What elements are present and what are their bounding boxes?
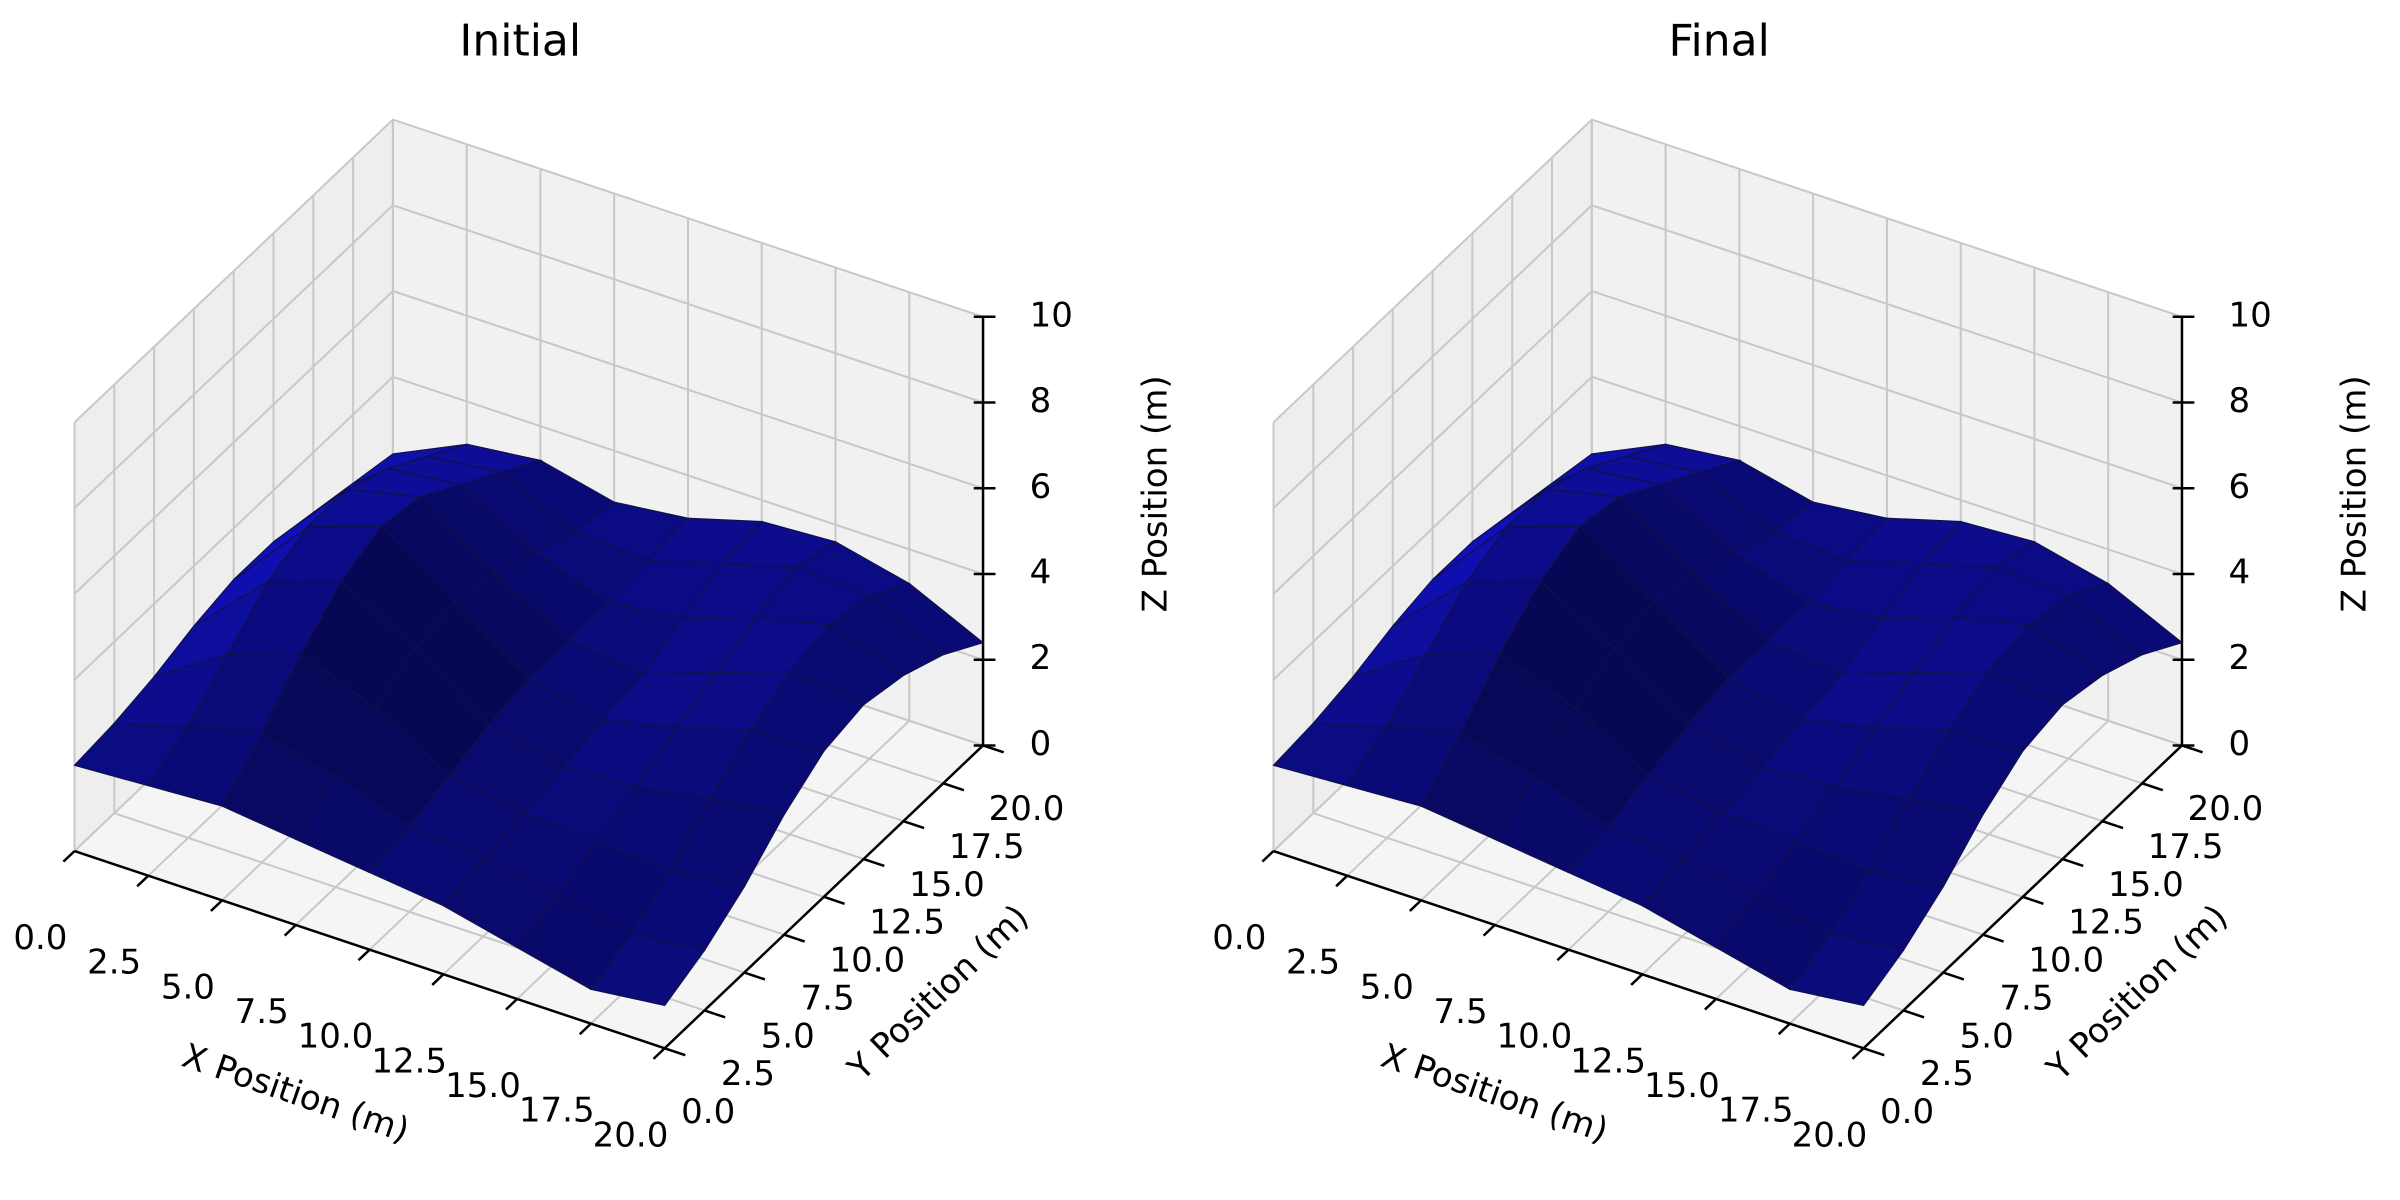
z-tick-label: 8	[2229, 381, 2251, 421]
y-tick	[664, 1047, 686, 1057]
y-tick-label: 2.5	[721, 1054, 775, 1094]
y-tick-label: 17.5	[949, 827, 1025, 867]
z-tick-label: 2	[1030, 638, 1052, 678]
z-axis-label: Z Position (m)	[1135, 375, 1175, 612]
z-tick-label: 2	[2229, 638, 2251, 678]
x-tick	[1482, 924, 1496, 937]
x-tick	[136, 874, 150, 888]
x-tick-label: 17.5	[1718, 1091, 1794, 1131]
chart-title: Initial	[459, 15, 581, 66]
x-tick	[1777, 1022, 1791, 1036]
z-tick-label: 10	[1030, 295, 1073, 335]
surface-cell	[589, 933, 706, 1007]
x-tick-label: 5.0	[161, 967, 215, 1007]
grid-line	[1272, 375, 2183, 681]
y-tick	[1942, 971, 1965, 981]
x-tick-label: 7.5	[235, 992, 289, 1032]
y-tick-label: 2.5	[1920, 1054, 1974, 1094]
x-tick-label: 20.0	[1792, 1115, 1868, 1155]
x-tick-label: 5.0	[1360, 967, 1414, 1007]
z-tick-label: 4	[2229, 552, 2251, 592]
y-tick	[863, 857, 885, 868]
grid-line	[73, 204, 984, 509]
x-tick	[283, 924, 297, 937]
z-tick-label: 0	[2229, 724, 2251, 764]
y-tick	[903, 819, 925, 830]
y-tick-label: 20.0	[2188, 789, 2264, 829]
y-tick-label: 10.0	[829, 941, 905, 981]
z-tick-label: 8	[1030, 381, 1052, 421]
y-tick-label: 7.5	[801, 978, 855, 1018]
x-tick	[1851, 1047, 1865, 1060]
x-tick	[62, 850, 76, 863]
y-tick	[704, 1009, 726, 1019]
y-tick	[1902, 1009, 1925, 1019]
y-tick-label: 12.5	[2068, 903, 2144, 943]
y-tick-label: 15.0	[2108, 865, 2184, 905]
x-tick	[652, 1047, 666, 1060]
x-tick	[210, 899, 223, 912]
y-tick	[2141, 782, 2164, 792]
grid-line	[73, 289, 984, 595]
surface-cell	[1788, 933, 1905, 1007]
x-tick-label: 12.5	[1570, 1041, 1646, 1081]
x-tick-label: 20.0	[593, 1115, 669, 1155]
y-tick-label: 5.0	[1960, 1016, 2014, 1056]
z-tick-label: 10	[2229, 295, 2272, 335]
y-tick	[2022, 895, 2044, 905]
x-tick-label: 2.5	[87, 943, 141, 983]
x-tick-label: 17.5	[519, 1091, 595, 1131]
x-tick	[357, 948, 371, 962]
x-tick	[1704, 998, 1717, 1011]
y-tick-label: 10.0	[2028, 941, 2104, 981]
y-tick	[1863, 1047, 1885, 1057]
x-tick	[1556, 948, 1570, 962]
x-tick-label: 0.0	[13, 918, 67, 958]
x-tick-label: 12.5	[371, 1041, 447, 1081]
y-tick	[783, 933, 806, 943]
grid-line	[1272, 118, 2183, 424]
x-tick	[505, 998, 519, 1011]
grid-line	[73, 375, 984, 681]
y-tick-label: 7.5	[1999, 978, 2053, 1018]
x-tick-label: 10.0	[298, 1017, 374, 1057]
z-tick-label: 0	[1030, 724, 1052, 764]
y-tick-label: 5.0	[761, 1016, 815, 1056]
y-tick-label: 12.5	[869, 903, 945, 943]
x-tick-label: 7.5	[1434, 992, 1488, 1032]
grid-line	[73, 118, 984, 424]
z-tick-label: 4	[1030, 552, 1052, 592]
x-tick-label: 0.0	[1212, 918, 1266, 958]
y-tick	[942, 782, 965, 792]
y-tick	[823, 895, 845, 905]
panel: Final0.02.55.07.510.012.515.017.520.00.0…	[1212, 15, 2374, 1155]
z-axis-label: Z Position (m)	[2334, 375, 2374, 612]
x-tick	[1408, 899, 1422, 912]
x-tick-label: 10.0	[1497, 1017, 1573, 1057]
grid-line	[1272, 289, 2183, 595]
x-tick-label: 2.5	[1286, 943, 1340, 983]
z-tick-label: 6	[2229, 467, 2251, 507]
x-tick	[1335, 874, 1349, 888]
y-tick-label: 0.0	[681, 1092, 735, 1132]
y-tick	[2062, 857, 2084, 868]
y-tick-label: 17.5	[2148, 827, 2224, 867]
y-tick	[743, 971, 766, 981]
x-tick	[1261, 850, 1275, 863]
x-tick	[1630, 973, 1644, 986]
y-tick	[2101, 819, 2124, 830]
y-tick-label: 20.0	[989, 789, 1065, 829]
y-tick	[1982, 933, 2005, 943]
x-tick	[431, 973, 445, 986]
grid-line	[1272, 204, 2183, 509]
x-tick	[578, 1022, 592, 1036]
z-tick-label: 6	[1030, 467, 1052, 507]
panel: Initial0.02.55.07.510.012.515.017.520.00…	[13, 15, 1175, 1155]
chart-title: Final	[1668, 15, 1769, 66]
x-tick-label: 15.0	[1644, 1066, 1720, 1106]
y-tick-label: 15.0	[909, 865, 985, 905]
y-tick-label: 0.0	[1880, 1092, 1934, 1132]
x-tick-label: 15.0	[445, 1066, 521, 1106]
